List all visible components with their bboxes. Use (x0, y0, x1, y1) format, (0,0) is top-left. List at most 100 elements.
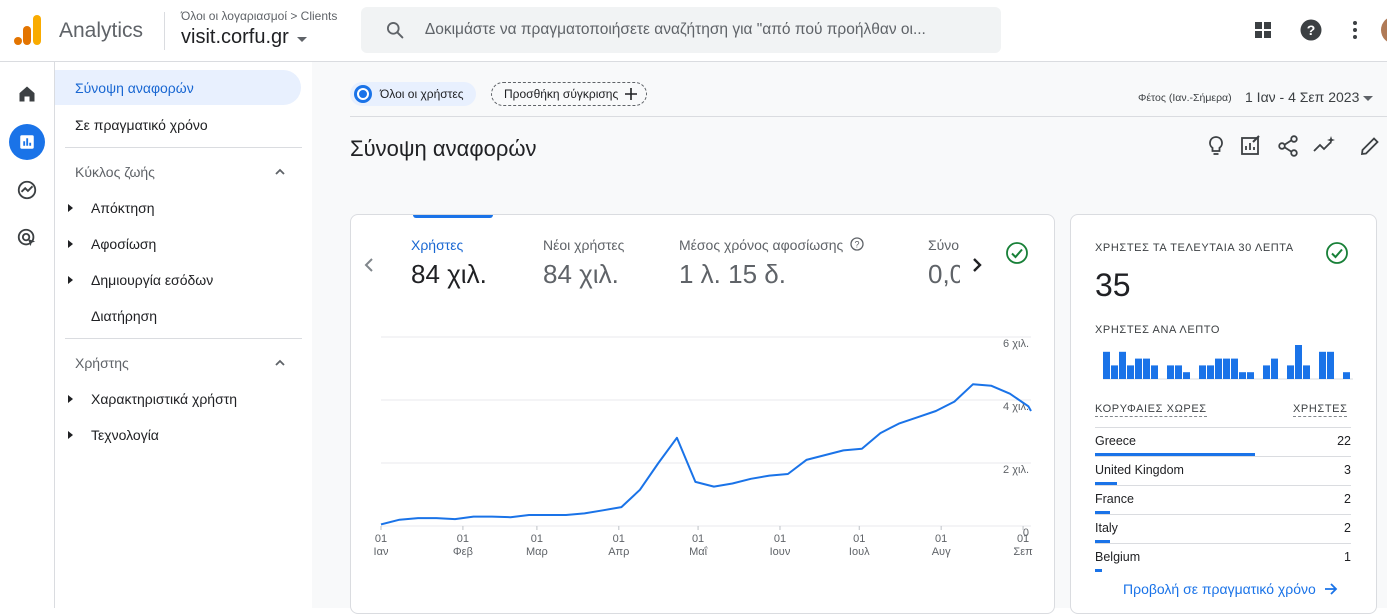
x-tick-day: 01 (613, 533, 625, 545)
expand-arrow-icon[interactable] (68, 395, 73, 403)
per-minute-bar[interactable] (1127, 365, 1134, 379)
per-minute-bar[interactable] (1319, 351, 1326, 379)
metric-tab-users[interactable]: Χρήστες 84 χιλ. (411, 237, 487, 290)
explore-button[interactable] (9, 172, 45, 208)
per-minute-bar[interactable] (1199, 365, 1206, 379)
reports-button[interactable] (9, 124, 45, 160)
per-minute-bar[interactable] (1263, 365, 1270, 379)
search-input[interactable]: Δοκιμάστε να πραγματοποιήσετε αναζήτηση … (424, 21, 926, 38)
avatar[interactable] (1381, 16, 1387, 44)
per-minute-bar[interactable] (1175, 365, 1182, 379)
apps-grid-icon[interactable] (1251, 18, 1275, 42)
per-minute-bar[interactable] (1231, 358, 1238, 379)
nav-item-acquisition[interactable]: Απόκτηση (91, 200, 155, 216)
users-column-label[interactable]: ΧΡΗΣΤΕΣ (1293, 403, 1348, 417)
expand-arrow-icon[interactable] (68, 240, 73, 248)
nav-item-retention[interactable]: Διατήρηση (91, 308, 158, 324)
y-tick-label: 2 χιλ. (1003, 464, 1029, 476)
segment-chip[interactable]: Όλοι οι χρήστες (350, 82, 476, 106)
realtime-title: ΧΡΗΣΤΕΣ ΤΑ ΤΕΛΕΥΤΑΙΑ 30 ΛΕΠΤΑ (1095, 242, 1294, 254)
search-bar[interactable]: Δοκιμάστε να πραγματοποιήσετε αναζήτηση … (361, 7, 1001, 53)
analytics-logo-icon[interactable] (14, 15, 42, 45)
metrics-chart-card: Χρήστες 84 χιλ. Νέοι χρήστες 84 χιλ. Μέσ… (350, 214, 1055, 614)
date-range-picker[interactable]: 1 Ιαν - 4 Σεπ 2023 (1245, 89, 1374, 105)
nav-item-engagement[interactable]: Αφοσίωση (91, 236, 157, 252)
advertising-button[interactable] (9, 220, 45, 256)
more-vert-icon[interactable] (1343, 18, 1367, 42)
country-row[interactable]: France 2 (1095, 485, 1351, 514)
nav-item-monetization[interactable]: Δημιουργία εσόδων (91, 272, 214, 288)
expand-arrow-icon[interactable] (68, 431, 73, 439)
country-row[interactable]: Belgium 1 (1095, 543, 1351, 572)
metric-tab-new-users[interactable]: Νέοι χρήστες 84 χιλ. (543, 237, 624, 290)
per-minute-bar[interactable] (1167, 365, 1174, 379)
add-comparison-button[interactable]: Προσθήκη σύγκρισης (491, 82, 648, 106)
y-tick-label: 4 χιλ. (1003, 401, 1029, 413)
users-series-line[interactable] (380, 383, 1032, 526)
per-minute-bar[interactable] (1303, 365, 1310, 379)
metric-tab-engagement-time[interactable]: Μέσος χρόνος αφοσίωσης ? 1 λ. 15 δ. (679, 237, 864, 290)
breadcrumb[interactable]: Όλοι οι λογαριασμοί > Clients (181, 9, 337, 23)
per-minute-bar[interactable] (1239, 372, 1246, 379)
per-minute-bar[interactable] (1271, 358, 1278, 379)
per-minute-bar[interactable] (1215, 358, 1222, 379)
metric-tab-truncated[interactable]: Σύνο 0,0 (928, 237, 960, 290)
metric-value: 84 χιλ. (543, 259, 619, 289)
chevron-up-icon[interactable] (274, 166, 286, 178)
nav-section-lifecycle[interactable]: Κύκλος ζωής (75, 164, 155, 180)
top-countries-label[interactable]: ΚΟΡΥΦΑΙΕΣ ΧΩΡΕΣ (1095, 403, 1207, 417)
expand-arrow-icon[interactable] (68, 276, 73, 284)
breadcrumb-root[interactable]: Όλοι οι λογαριασμοί (181, 9, 287, 23)
property-selector[interactable]: visit.corfu.gr (181, 26, 307, 49)
active-tab-indicator (413, 215, 493, 218)
caret-down-icon (1363, 96, 1374, 101)
x-tick-day: 01 (774, 533, 786, 545)
country-row[interactable]: Italy 2 (1095, 514, 1351, 543)
per-minute-bar[interactable] (1183, 372, 1190, 379)
customize-report-icon[interactable] (1239, 134, 1263, 158)
left-rail (0, 62, 55, 608)
home-button[interactable] (9, 76, 45, 112)
share-icon[interactable] (1276, 134, 1300, 158)
svg-text:?: ? (855, 240, 860, 250)
country-row[interactable]: United Kingdom 3 (1095, 456, 1351, 485)
chevron-right-icon[interactable] (969, 255, 985, 275)
per-minute-bar[interactable] (1247, 372, 1254, 379)
per-minute-bar[interactable] (1143, 358, 1150, 379)
help-icon[interactable]: ? (1299, 18, 1323, 42)
view-realtime-label: Προβολή σε πραγματικό χρόνο (1123, 581, 1316, 597)
per-minute-bar[interactable] (1119, 351, 1126, 379)
nav-divider (65, 338, 302, 339)
per-minute-bar[interactable] (1103, 351, 1110, 379)
per-minute-bar[interactable] (1151, 365, 1158, 379)
per-minute-bar[interactable] (1135, 358, 1142, 379)
per-minute-bar[interactable] (1327, 351, 1334, 379)
x-tick-month: Αυγ (932, 546, 951, 558)
add-comparison-label: Προσθήκη σύγκρισης (504, 87, 619, 101)
per-minute-bar[interactable] (1207, 365, 1214, 379)
nav-item-user-attributes[interactable]: Χαρακτηριστικά χρήστη (91, 391, 238, 407)
insights-lightbulb-icon[interactable] (1204, 134, 1228, 158)
per-minute-bar[interactable] (1295, 345, 1302, 379)
per-minute-bar[interactable] (1111, 365, 1118, 379)
country-row[interactable]: Greece 22 (1095, 427, 1351, 456)
help-outline-icon[interactable]: ? (850, 237, 864, 251)
trend-sparkle-icon[interactable] (1312, 134, 1336, 158)
nav-item-report-overview[interactable]: Σύνοψη αναφορών (55, 70, 301, 105)
per-minute-bar[interactable] (1223, 358, 1230, 379)
toolbar-divider (350, 116, 1387, 117)
chevron-up-icon[interactable] (274, 357, 286, 369)
per-minute-bar[interactable] (1287, 365, 1294, 379)
breadcrumb-child[interactable]: Clients (300, 9, 338, 23)
edit-pencil-icon[interactable] (1358, 134, 1382, 158)
nav-item-technology[interactable]: Τεχνολογία (91, 427, 159, 443)
metric-label-text: Μέσος χρόνος αφοσίωσης (679, 237, 844, 253)
country-name: Italy (1095, 521, 1118, 535)
nav-section-user[interactable]: Χρήστης (75, 355, 129, 371)
nav-item-realtime[interactable]: Σε πραγματικό χρόνο (75, 117, 208, 133)
view-realtime-link[interactable]: Προβολή σε πραγματικό χρόνο (1123, 581, 1338, 597)
chevron-left-icon[interactable] (361, 255, 377, 275)
per-minute-bar[interactable] (1343, 372, 1350, 379)
x-tick-month: Φεβ (453, 546, 473, 558)
expand-arrow-icon[interactable] (68, 204, 73, 212)
